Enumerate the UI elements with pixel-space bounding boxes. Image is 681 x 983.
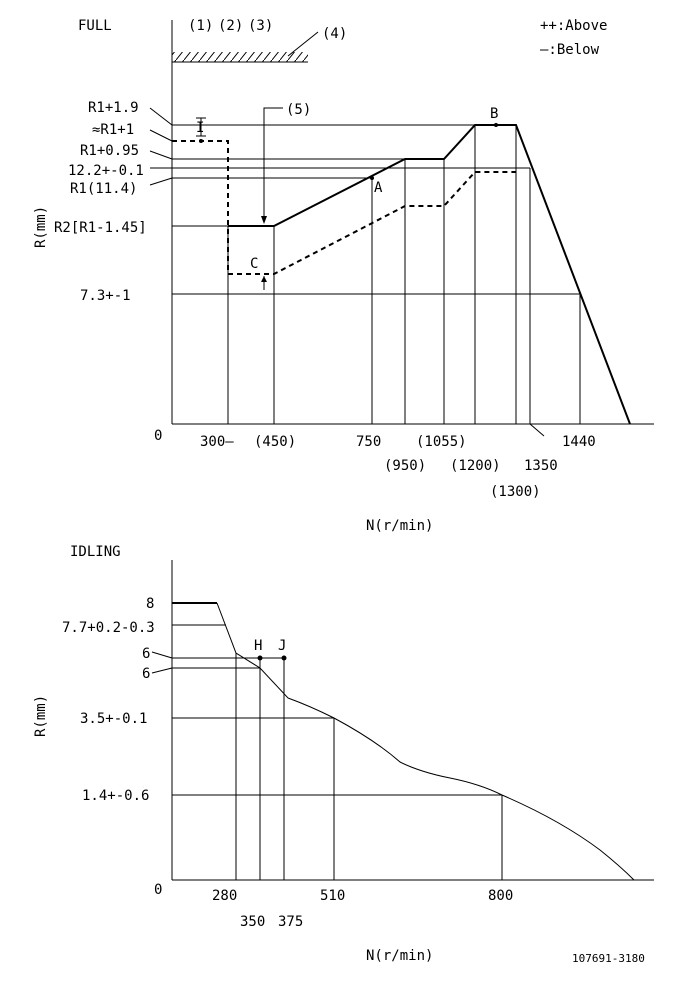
idle-y-tick-7-7: 7.7+0.2-0.3 xyxy=(62,620,155,636)
idling-origin: 0 xyxy=(154,882,162,898)
x-tick-1055: (1055) xyxy=(416,434,467,450)
y-tick-r1-095: R1+0.95 xyxy=(80,143,139,159)
hatch-label: (4) xyxy=(322,26,347,42)
y-tick-7-3: 7.3+-1 xyxy=(80,288,131,304)
legend-below: —:Below xyxy=(540,42,600,58)
arrow-5-head xyxy=(261,216,267,224)
point-j: J xyxy=(278,638,286,654)
idle-y-tick-8: 8 xyxy=(146,596,154,612)
idle-x-tick-800: 800 xyxy=(488,888,513,904)
hatched-stop xyxy=(172,52,308,62)
idle-x-tick-280: 280 xyxy=(212,888,237,904)
arrow-label-5: (5) xyxy=(286,102,311,118)
point-b: B xyxy=(490,106,498,122)
x-tick-300: 300— xyxy=(200,434,234,450)
x-tick-1350: 1350 xyxy=(524,458,558,474)
legend-above: ++:Above xyxy=(540,18,607,34)
full-origin: 0 xyxy=(154,428,162,444)
x-tick-450: (450) xyxy=(254,434,296,450)
x-tick-1200: (1200) xyxy=(450,458,501,474)
idle-y-tick-3-5: 3.5+-0.1 xyxy=(80,711,147,727)
point-c: C xyxy=(250,256,258,272)
idle-y-tick-6a: 6 xyxy=(142,646,150,662)
idle-x-tick-375: 375 xyxy=(278,914,303,930)
idling-x-axis-label: N(r/min) xyxy=(366,948,433,964)
x-tick-1440: 1440 xyxy=(562,434,596,450)
top-label-1: (1) xyxy=(188,18,213,34)
full-load-lower-curve xyxy=(172,140,516,275)
idling-curve xyxy=(216,602,635,881)
x-tick-950: (950) xyxy=(384,458,426,474)
idle-x-tick-350: 350 xyxy=(240,914,265,930)
y-tick-r1-11-4: R1(11.4) xyxy=(70,181,137,197)
drawing-number: 107691-3180 xyxy=(572,952,645,965)
idle-x-tick-510: 510 xyxy=(320,888,345,904)
x-tick-750: 750 xyxy=(356,434,381,450)
top-label-2: (2) xyxy=(218,18,243,34)
idle-y-tick-1-4: 1.4+-0.6 xyxy=(82,788,149,804)
x-tick-1300: (1300) xyxy=(490,484,541,500)
top-label-3: (3) xyxy=(248,18,273,34)
y-tick-r1-1: ≈R1+1 xyxy=(92,122,134,138)
full-x-axis-label: N(r/min) xyxy=(366,518,433,534)
y-tick-r1-1-9: R1+1.9 xyxy=(88,100,139,116)
idle-y-tick-6b: 6 xyxy=(142,666,150,682)
y-tick-12-2: 12.2+-0.1 xyxy=(68,163,144,179)
point-h: H xyxy=(254,638,262,654)
point-i: I xyxy=(196,120,204,136)
point-a: A xyxy=(374,180,383,196)
idling-y-axis-label: R(mm) xyxy=(33,695,49,737)
full-y-axis-label: R(mm) xyxy=(33,206,49,248)
hatch-leader xyxy=(287,31,319,57)
y-tick-r2: R2[R1-1.45] xyxy=(54,220,147,236)
full-title: FULL xyxy=(78,18,112,34)
idling-title: IDLING xyxy=(70,544,121,560)
full-load-curve xyxy=(228,124,631,425)
